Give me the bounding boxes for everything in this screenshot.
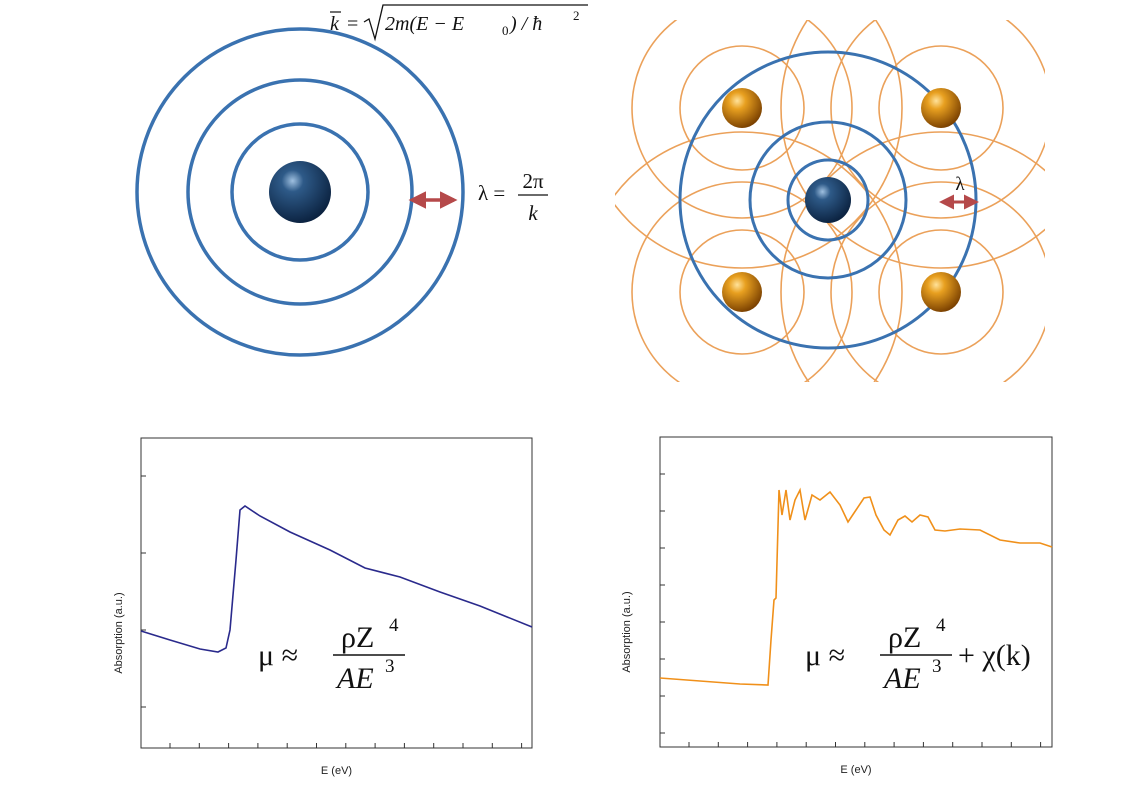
equals: = [347, 13, 358, 35]
plot-frame [660, 437, 1052, 747]
absorber-atom [269, 161, 331, 223]
neighbor-atom [921, 272, 961, 312]
numerator: ρZ [888, 621, 921, 654]
radicand: 2m(E − E [385, 13, 464, 35]
wave-formula: k = 2m(E − E 0 ) / ħ 2 [330, 5, 588, 39]
figure: k = 2m(E − E 0 ) / ħ 2 λ = 2π k λ Absorp… [0, 0, 1142, 785]
numerator: ρZ [341, 621, 374, 654]
fraction-numerator: 2π [522, 169, 544, 193]
lattice [582, 0, 1101, 452]
lambda-equals: λ = [478, 181, 505, 205]
lambda-label: λ [955, 174, 965, 195]
denominator: AE [882, 662, 921, 695]
plot-frame [141, 438, 532, 748]
y-axis-label: Absorption (a.u.) [113, 592, 125, 673]
neighbor-atom [722, 272, 762, 312]
absorber-atom [805, 177, 851, 223]
vector-k: k [330, 13, 340, 35]
x-axis-label: E (eV) [840, 764, 871, 776]
numerator-power: 4 [389, 615, 399, 636]
fraction-denominator: k [528, 201, 538, 225]
formula-mu: μ ≈ [805, 639, 845, 672]
denominator-power: 3 [932, 656, 942, 677]
denominator-power: 3 [385, 656, 395, 677]
plots: Absorption (a.u.) E (eV) μ ≈ ρZ 4 AE 3 Absorpti… [113, 437, 1052, 777]
radicand-rest: ) / ħ [509, 13, 542, 35]
y-axis-label: Absorption (a.u.) [621, 591, 633, 672]
numerator-power: 4 [936, 615, 946, 636]
formula-extra: + χ(k) [958, 639, 1031, 672]
superscript: 2 [573, 8, 580, 23]
formula-mu: μ ≈ [258, 639, 298, 672]
spectrum-curve [141, 506, 532, 652]
subscript: 0 [502, 23, 509, 38]
x-axis-label: E (eV) [321, 765, 352, 777]
neighbor-atom [921, 88, 961, 128]
denominator: AE [335, 662, 374, 695]
neighbor-atom [722, 88, 762, 128]
wavelength-formula: λ = 2π k [478, 169, 548, 225]
